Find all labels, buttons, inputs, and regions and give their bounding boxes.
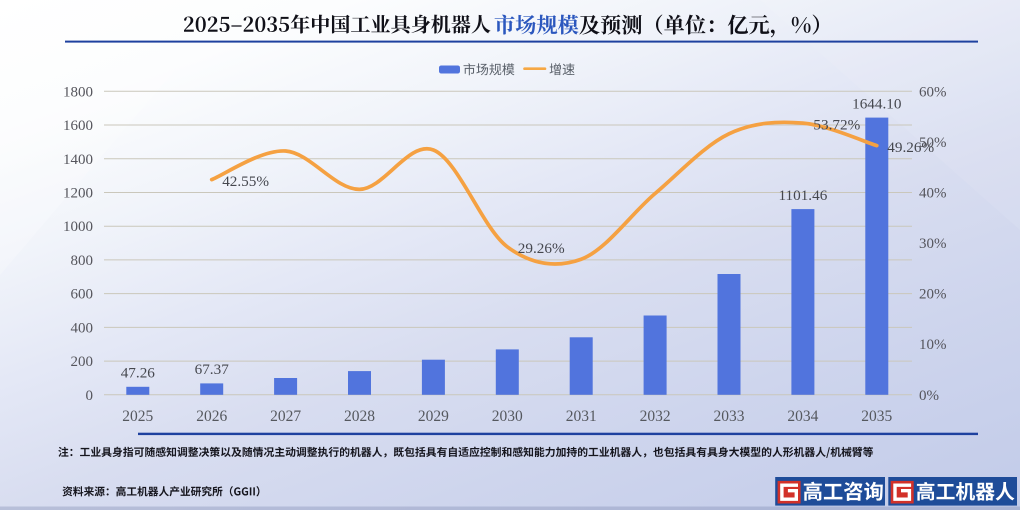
svg-text:60%: 60%: [919, 84, 947, 100]
svg-text:2025: 2025: [122, 408, 153, 425]
svg-text:1200: 1200: [63, 186, 93, 202]
svg-text:0: 0: [86, 388, 94, 404]
svg-text:1600: 1600: [63, 118, 93, 134]
svg-text:42.55%: 42.55%: [222, 173, 269, 190]
svg-text:49.26%: 49.26%: [887, 139, 934, 156]
svg-text:2030: 2030: [492, 408, 523, 425]
svg-text:0%: 0%: [919, 388, 939, 404]
svg-text:2026: 2026: [196, 408, 227, 425]
svg-text:600: 600: [71, 287, 94, 303]
svg-text:20%: 20%: [919, 287, 947, 303]
svg-text:53.72%: 53.72%: [813, 116, 860, 133]
svg-text:67.37: 67.37: [195, 361, 230, 378]
svg-text:1400: 1400: [63, 152, 93, 168]
svg-text:200: 200: [71, 354, 94, 370]
svg-text:1101.46: 1101.46: [779, 187, 828, 204]
svg-text:10%: 10%: [919, 337, 947, 353]
svg-text:2032: 2032: [640, 408, 671, 425]
svg-text:47.26: 47.26: [121, 365, 156, 382]
svg-text:1000: 1000: [63, 219, 93, 235]
svg-text:30%: 30%: [919, 236, 947, 252]
svg-text:2033: 2033: [714, 408, 745, 425]
svg-text:2031: 2031: [566, 408, 597, 425]
svg-text:2027: 2027: [270, 408, 301, 425]
svg-text:1800: 1800: [63, 84, 93, 100]
svg-text:2034: 2034: [787, 408, 818, 425]
svg-text:2028: 2028: [344, 408, 375, 425]
svg-text:50%: 50%: [919, 135, 947, 151]
svg-text:40%: 40%: [919, 186, 947, 202]
svg-text:400: 400: [71, 320, 94, 336]
svg-text:2029: 2029: [418, 408, 449, 425]
svg-text:2035: 2035: [861, 408, 892, 425]
svg-text:1644.10: 1644.10: [852, 95, 902, 112]
svg-text:800: 800: [71, 253, 94, 269]
svg-text:29.26%: 29.26%: [518, 240, 565, 257]
